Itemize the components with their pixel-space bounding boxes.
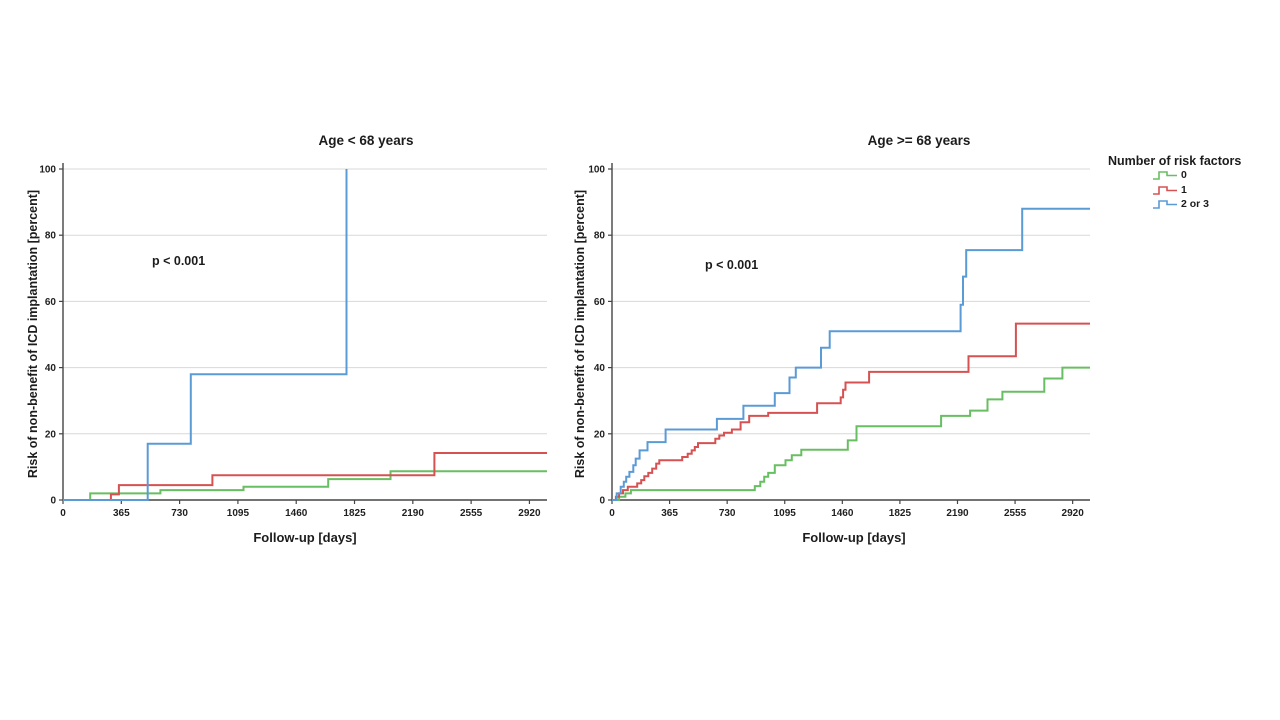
svg-text:1460: 1460 bbox=[831, 508, 854, 519]
svg-text:0: 0 bbox=[60, 508, 66, 519]
blue-step-line-icon bbox=[1153, 200, 1177, 210]
svg-text:60: 60 bbox=[45, 297, 57, 308]
legend: Number of risk factors 0 1 2 or 3 bbox=[1108, 154, 1278, 212]
svg-text:2190: 2190 bbox=[946, 508, 969, 519]
legend-item-label: 1 bbox=[1181, 183, 1187, 196]
legend-item-label: 2 or 3 bbox=[1181, 198, 1210, 210]
svg-text:20: 20 bbox=[45, 429, 57, 440]
svg-text:2920: 2920 bbox=[1062, 508, 1085, 519]
legend-item-2-or-3-risk-factors: 2 or 3 bbox=[1152, 197, 1278, 212]
left-p-value-annotation: p < 0.001 bbox=[152, 254, 206, 268]
legend-item-label: 0 bbox=[1181, 169, 1187, 181]
svg-text:80: 80 bbox=[45, 231, 57, 242]
svg-text:365: 365 bbox=[113, 508, 130, 519]
svg-text:100: 100 bbox=[588, 165, 605, 176]
left-x-axis-label: Follow-up [days] bbox=[253, 530, 357, 545]
right-p-value-annotation: p < 0.001 bbox=[705, 258, 759, 272]
svg-text:730: 730 bbox=[719, 508, 736, 519]
svg-text:1095: 1095 bbox=[774, 508, 797, 519]
svg-text:2555: 2555 bbox=[1004, 508, 1027, 519]
legend-item-0-risk-factors: 0 bbox=[1152, 168, 1278, 183]
svg-text:60: 60 bbox=[594, 297, 606, 308]
svg-text:40: 40 bbox=[45, 363, 57, 374]
svg-text:730: 730 bbox=[171, 508, 188, 519]
svg-text:2920: 2920 bbox=[518, 508, 541, 519]
svg-text:1460: 1460 bbox=[285, 508, 308, 519]
svg-text:20: 20 bbox=[594, 429, 606, 440]
svg-text:1825: 1825 bbox=[343, 508, 366, 519]
svg-text:0: 0 bbox=[599, 496, 605, 507]
svg-text:1825: 1825 bbox=[889, 508, 912, 519]
svg-text:365: 365 bbox=[661, 508, 678, 519]
svg-text:0: 0 bbox=[50, 496, 56, 507]
svg-text:2555: 2555 bbox=[460, 508, 483, 519]
svg-text:80: 80 bbox=[594, 231, 606, 242]
left-panel-title: Age < 68 years bbox=[318, 133, 414, 148]
right-y-axis-label: Risk of non-benefit of ICD implantation … bbox=[573, 189, 587, 479]
svg-text:0: 0 bbox=[609, 508, 615, 519]
svg-text:2190: 2190 bbox=[402, 508, 425, 519]
legend-title: Number of risk factors bbox=[1108, 154, 1242, 168]
svg-text:1095: 1095 bbox=[227, 508, 250, 519]
right-panel-title: Age >= 68 years bbox=[867, 133, 971, 148]
left-y-axis-label: Risk of non-benefit of ICD implantation … bbox=[26, 189, 40, 479]
right-x-axis-label: Follow-up [days] bbox=[802, 530, 906, 545]
green-step-line-icon bbox=[1153, 171, 1177, 181]
red-step-line-icon bbox=[1153, 185, 1177, 195]
svg-text:40: 40 bbox=[594, 363, 606, 374]
svg-text:100: 100 bbox=[39, 165, 56, 176]
legend-item-1-risk-factor: 1 bbox=[1152, 183, 1278, 198]
